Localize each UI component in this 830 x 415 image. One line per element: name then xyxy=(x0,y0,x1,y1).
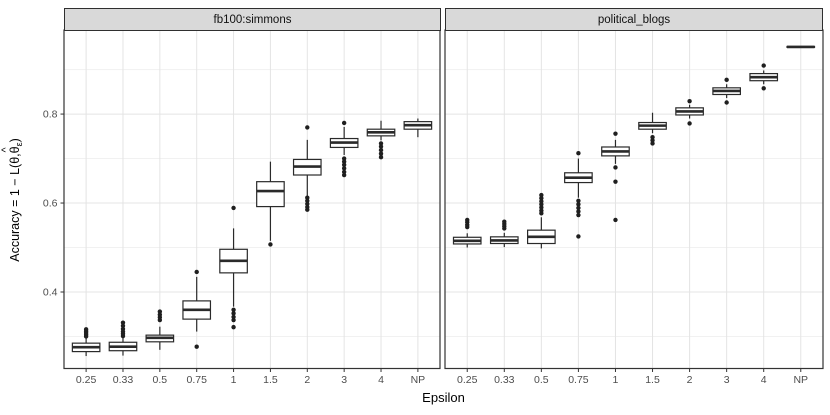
outlier-point xyxy=(613,217,618,223)
outlier-point xyxy=(539,192,544,198)
outlier-point xyxy=(341,172,347,178)
x-tick-label: 0.25 xyxy=(457,374,478,386)
outlier-point xyxy=(539,199,544,204)
outlier-point xyxy=(378,155,384,160)
x-tick-label: NP xyxy=(411,374,426,386)
outlier-point xyxy=(341,120,347,126)
x-tick-label: 1.5 xyxy=(263,374,278,386)
x-tick-label: 0.25 xyxy=(76,374,97,386)
x-tick-label: 3 xyxy=(341,374,347,386)
outlier-point xyxy=(83,327,89,332)
y-axis-title: Accuracy = 1 − L(θ, ^ θε) xyxy=(0,137,24,262)
outlier-point xyxy=(120,326,126,332)
outlier-point xyxy=(576,198,581,204)
outlier-point xyxy=(157,312,163,317)
outlier-point xyxy=(502,219,507,224)
outlier-point xyxy=(650,141,655,146)
facet-strip-fb100-simmons: fb100:simmons xyxy=(64,8,441,31)
outlier-point xyxy=(341,162,347,167)
y-axis-title-suffix: ) xyxy=(8,137,23,142)
x-tick-label: 0.5 xyxy=(153,374,168,386)
outlier-point xyxy=(305,207,310,212)
outlier-point xyxy=(231,314,236,320)
y-tick-label: 0.4 xyxy=(43,286,58,298)
outlier-point xyxy=(613,165,618,170)
facet-strip-label: fb100:simmons xyxy=(213,13,292,26)
outlier-point xyxy=(761,63,766,68)
outlier-point xyxy=(305,125,310,130)
outlier-point xyxy=(157,309,163,314)
outlier-point xyxy=(341,156,347,161)
panel-background xyxy=(64,30,440,369)
x-tick-label: 0.5 xyxy=(534,374,549,386)
outlier-point xyxy=(539,195,544,201)
facet-strip-political-blogs: political_blogs xyxy=(445,8,823,31)
outlier-point xyxy=(305,198,310,204)
x-tick-label: 0.33 xyxy=(113,374,134,386)
theta-hat-symbol: ^ θ xyxy=(0,145,23,153)
outlier-point xyxy=(305,201,310,207)
x-tick-label: 1.5 xyxy=(645,374,660,386)
y-axis-title-area: Accuracy = 1 − L(θ, ^ θε) xyxy=(0,30,28,369)
outlier-point xyxy=(650,138,655,143)
x-tick-label: 0.33 xyxy=(494,374,515,386)
x-tick-label: 4 xyxy=(378,374,384,386)
outlier-point xyxy=(378,144,384,149)
outlier-point xyxy=(539,208,544,213)
boxplot-box xyxy=(256,181,285,208)
outlier-point xyxy=(341,166,347,171)
x-tick-label: 1 xyxy=(613,374,619,386)
outlier-point xyxy=(378,151,384,156)
x-axis-title: Epsilon xyxy=(422,390,465,405)
y-axis-title-prefix: Accuracy = 1 − L(θ, xyxy=(8,152,23,262)
outlier-point xyxy=(576,209,581,214)
outlier-point xyxy=(120,320,126,325)
outlier-point xyxy=(539,202,544,207)
outlier-point xyxy=(761,86,766,91)
x-tick-label: 2 xyxy=(304,374,310,386)
outlier-point xyxy=(576,212,581,218)
x-tick-label: 1 xyxy=(231,374,237,386)
outlier-point xyxy=(576,151,581,156)
outlier-point xyxy=(378,141,384,146)
outlier-point xyxy=(576,234,581,239)
y-tick-label: 0.6 xyxy=(43,198,58,210)
outlier-point xyxy=(231,324,236,330)
outlier-point xyxy=(650,134,655,140)
outlier-point xyxy=(378,147,384,153)
outlier-point xyxy=(120,323,126,328)
outlier-point xyxy=(724,100,729,105)
y-tick-label: 0.8 xyxy=(43,109,58,121)
outlier-point xyxy=(576,202,581,207)
outlier-point xyxy=(613,131,618,136)
outlier-point xyxy=(194,269,199,275)
outlier-point xyxy=(231,311,236,316)
outlier-point xyxy=(465,217,470,223)
outlier-point xyxy=(724,77,729,83)
x-tick-label: 2 xyxy=(687,374,693,386)
x-tick-label: 3 xyxy=(724,374,730,386)
x-tick-label: 0.75 xyxy=(568,374,589,386)
facet-strip-label: political_blogs xyxy=(597,13,671,26)
x-tick-label: 4 xyxy=(761,374,767,386)
outlier-point xyxy=(305,195,310,200)
outlier-point xyxy=(231,307,236,312)
outlier-point xyxy=(194,344,199,349)
outlier-point xyxy=(613,179,618,184)
outlier-point xyxy=(231,205,236,211)
outlier-point xyxy=(341,159,347,164)
outlier-point xyxy=(539,205,544,210)
outlier-point xyxy=(687,98,692,104)
x-tick-label: NP xyxy=(793,374,808,386)
panel-background xyxy=(445,30,823,369)
outlier-point xyxy=(231,317,236,323)
outlier-point xyxy=(687,121,692,126)
outlier-point xyxy=(576,205,581,211)
outlier-point xyxy=(341,169,347,175)
outlier-point xyxy=(268,242,273,247)
x-tick-label: 0.75 xyxy=(186,374,207,386)
